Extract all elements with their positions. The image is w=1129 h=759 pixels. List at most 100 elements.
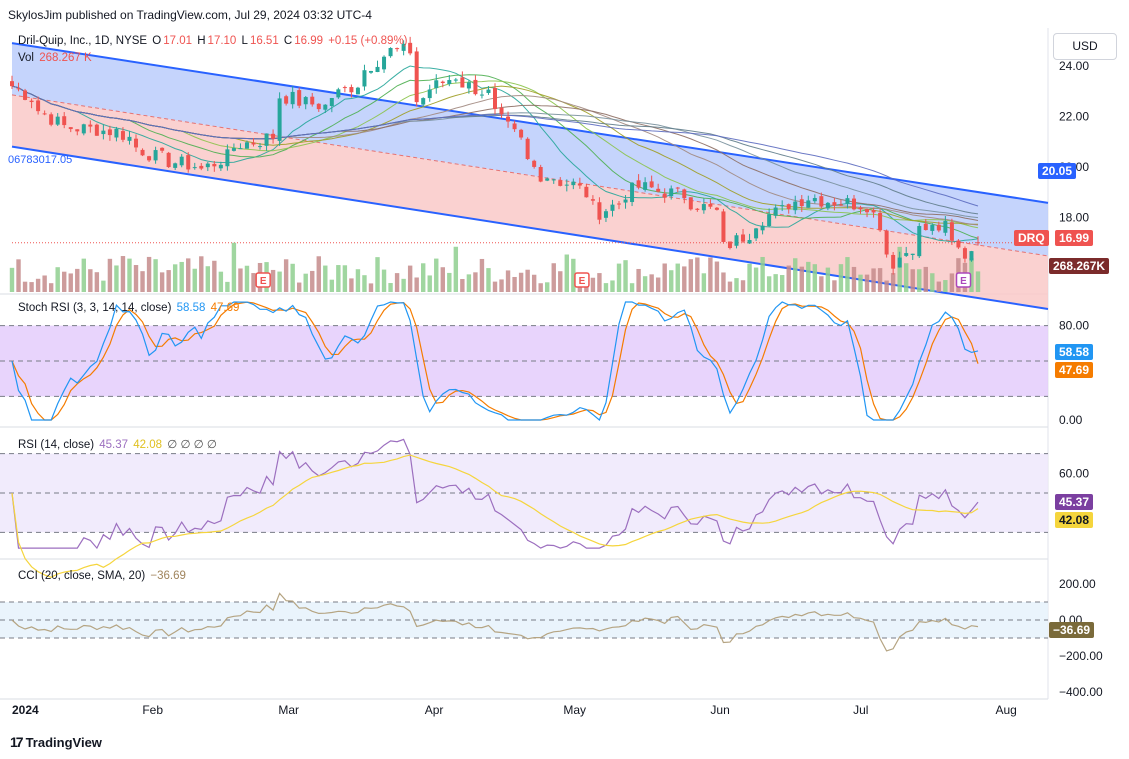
volume-bar (172, 264, 178, 292)
candle-body (669, 188, 674, 197)
volume-bar (159, 272, 165, 292)
channel-lower-fill (12, 94, 1048, 310)
candle-body (904, 253, 909, 256)
candle-body (838, 204, 843, 206)
candle-body (858, 207, 863, 210)
earnings-marker-box (955, 272, 972, 288)
channel-left-value: 06783017.05 (8, 154, 73, 166)
volume-bar (466, 274, 472, 292)
candle-body (590, 199, 595, 201)
volume-bar (329, 279, 335, 292)
main-legend: Dril-Quip, Inc., 1D, NYSE O 17.01 H 17.10 … (18, 35, 410, 47)
candle-body (786, 204, 791, 210)
candle-body (806, 200, 811, 208)
cci-value: −36.69 (150, 570, 186, 582)
volume-bar (9, 267, 15, 292)
candle-body (825, 202, 830, 209)
volume-bar (525, 269, 530, 292)
candle-body (271, 133, 276, 139)
vol-value: 268.267 K (39, 52, 92, 64)
cci-pane (0, 592, 1048, 652)
volume-bar (453, 246, 459, 292)
candle-body (382, 56, 387, 70)
stoch-k-value: 58.58 (176, 302, 206, 314)
volume-bar (290, 263, 295, 292)
candle-body (244, 142, 249, 149)
candle-body (62, 116, 67, 126)
candle-body (486, 89, 491, 93)
volume-bar (545, 282, 550, 292)
volume-bar (753, 267, 759, 292)
volume-bar (558, 271, 563, 292)
stoch-title: Stoch RSI (3, 3, 14, 14, close) (18, 302, 172, 314)
change-value: +0.15 (+0.89%) (328, 35, 408, 47)
channel-upper-line (11, 42, 1049, 204)
candle-body (936, 224, 941, 231)
candle-body (101, 130, 106, 135)
candle-body (865, 209, 870, 213)
candle-body (36, 100, 41, 112)
volume-bar (610, 280, 615, 292)
rsi-value: 45.37 (99, 439, 129, 451)
candle-body (630, 182, 635, 203)
candle-body (662, 193, 667, 198)
candle-body (747, 239, 752, 244)
candle-body (682, 189, 687, 199)
volume-bar (486, 268, 491, 292)
close-value: 16.99 (294, 35, 324, 47)
candle-body (597, 202, 602, 220)
candle-body (695, 208, 700, 210)
volume-bar (212, 260, 217, 292)
volume-bar (701, 273, 707, 292)
volume-bar (101, 280, 106, 292)
volume-bar (623, 260, 628, 292)
candle-body (812, 197, 817, 202)
time-tick-label: Jul (853, 703, 868, 717)
candle-body (166, 152, 171, 168)
volume-bar (179, 261, 184, 292)
volume-bar (877, 268, 883, 292)
earnings-marker-label: E (260, 276, 267, 287)
earnings-marker: E (955, 272, 972, 288)
volume-bar (434, 258, 439, 292)
indicator-tick-label: 0.00 (1059, 413, 1083, 427)
stoch-rsi-pane (0, 301, 1048, 421)
cci-title: CCI (20, close, SMA, 20) (18, 570, 146, 582)
candle-body (930, 225, 935, 231)
candle-body (375, 66, 380, 73)
candle-body (323, 104, 328, 110)
volume-bar (349, 278, 354, 292)
candle-body (199, 165, 204, 169)
volume-bar (355, 269, 361, 292)
volume-bar (16, 259, 21, 292)
candle-body (617, 203, 622, 205)
volume-bar (388, 283, 393, 292)
candle-body (440, 81, 445, 84)
candle-body (910, 253, 915, 255)
volume-bar (427, 275, 432, 292)
volume-bar (35, 278, 41, 292)
volume-bar (799, 266, 804, 292)
volume-bar (740, 280, 746, 292)
volume-bar (819, 276, 824, 292)
currency-button[interactable]: USD (1053, 33, 1117, 60)
earnings-marker: E (574, 272, 590, 288)
earnings-marker: E (255, 272, 271, 288)
candle-body (408, 42, 413, 54)
volume-bar (727, 281, 733, 292)
candle-body (832, 202, 837, 206)
volume-bar (29, 282, 34, 292)
candle-body (147, 156, 152, 161)
candle-body (160, 147, 165, 151)
candle-body (473, 79, 478, 95)
brand[interactable]: 17 TradingView (10, 734, 102, 750)
indicator-tick-label: 200.00 (1059, 577, 1096, 591)
channel-price-tag: 20.05 (1038, 163, 1077, 179)
candle-body (466, 82, 471, 89)
candle-body (721, 211, 726, 242)
candle-body (114, 128, 119, 138)
volume-bar (440, 267, 445, 292)
volume-bar (375, 257, 380, 292)
volume-bar (394, 273, 400, 292)
